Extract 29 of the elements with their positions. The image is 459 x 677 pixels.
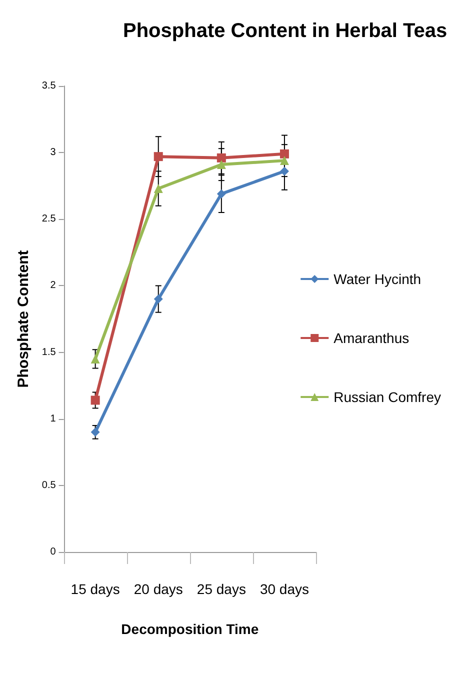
y-tick-label: 1.5 — [42, 346, 56, 358]
point — [280, 156, 289, 166]
point — [154, 294, 163, 304]
y-tick-label: 3 — [50, 147, 56, 158]
y-tick-label: 0.5 — [42, 480, 56, 491]
legend-label: Russian Comfrey — [334, 389, 442, 405]
x-tick-label: 20 days — [134, 581, 183, 597]
point — [154, 184, 163, 194]
point — [216, 153, 226, 162]
point — [216, 189, 226, 198]
point — [90, 354, 100, 364]
x-tick-label: 15 days — [70, 581, 120, 597]
point — [90, 396, 100, 405]
x-axis-title: Decomposition Time — [121, 621, 259, 637]
x-tick-label: 30 days — [260, 581, 309, 597]
y-tick-label: 1 — [50, 413, 56, 424]
point — [90, 428, 100, 437]
x-tick-label: 25 days — [196, 581, 246, 597]
point — [154, 152, 163, 162]
legend-label: Water Hycinth — [334, 271, 422, 287]
y-axis-title: Phosphate Content — [15, 250, 32, 388]
legend-label: Amaranthus — [334, 330, 410, 346]
chart-title: Phosphate Content in Herbal Teas — [123, 20, 448, 42]
point — [280, 149, 289, 158]
y-tick-label: 2.5 — [42, 214, 56, 225]
point — [216, 160, 226, 170]
y-tick-label: 3.5 — [42, 80, 56, 92]
y-tick-label: 2 — [50, 280, 56, 292]
y-tick-label: 0 — [50, 546, 56, 558]
